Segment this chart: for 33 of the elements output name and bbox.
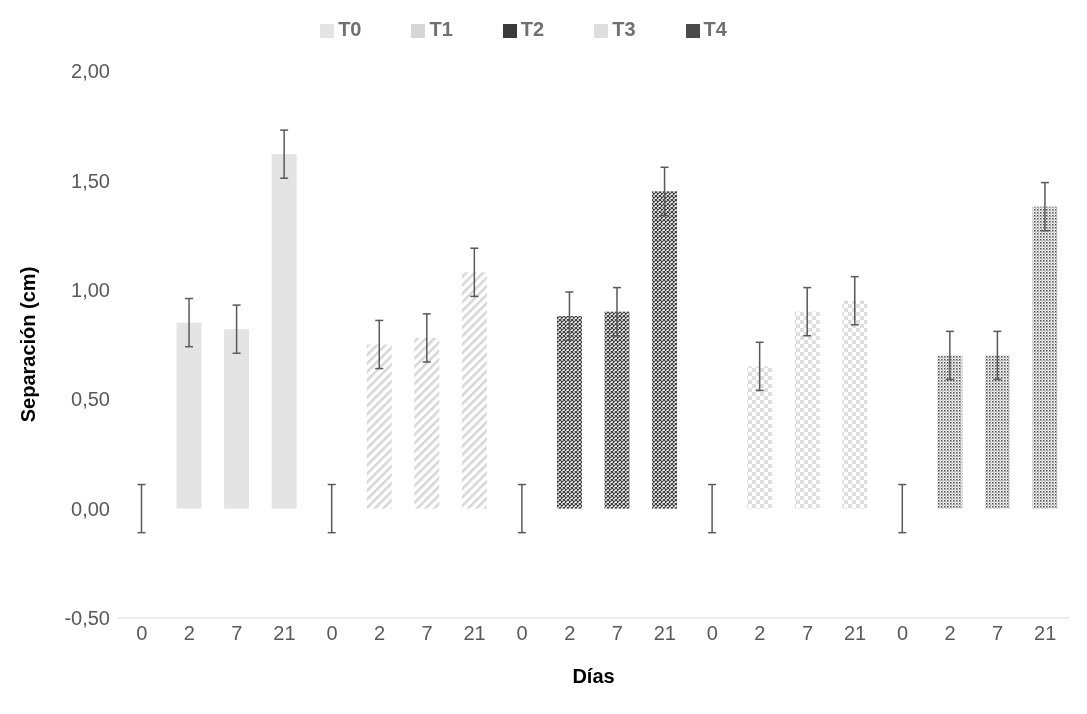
x-tick-label: 21 xyxy=(653,622,676,645)
x-tick-label: 0 xyxy=(136,622,148,645)
y-tick-label: 0,00 xyxy=(71,497,110,520)
x-tick-label: 21 xyxy=(463,622,486,645)
x-tick-label: 7 xyxy=(801,622,814,645)
x-tick-label: 21 xyxy=(843,622,867,645)
x-tick-label: 21 xyxy=(1034,622,1057,645)
x-tick-label: 0 xyxy=(706,622,718,645)
x-tick-label: 7 xyxy=(992,622,1004,645)
legend-label: T0 xyxy=(338,18,362,40)
y-tick-label: 0,50 xyxy=(71,388,110,411)
x-tick-label: 7 xyxy=(611,622,623,645)
x-tick-label: 2 xyxy=(944,622,956,645)
legend-label: T1 xyxy=(429,18,453,40)
legend-label: T4 xyxy=(703,18,727,40)
x-tick-label: 21 xyxy=(273,622,296,645)
x-tick-label: 7 xyxy=(231,622,243,645)
x-tick-label: 0 xyxy=(897,622,909,645)
x-tick-label: 2 xyxy=(564,622,576,645)
x-tick-label: 0 xyxy=(326,622,338,645)
x-tick-label: 2 xyxy=(183,622,195,645)
x-axis-title: Días xyxy=(572,665,615,687)
y-axis-title: Separación (cm) xyxy=(17,266,40,423)
y-tick-label: 1,00 xyxy=(71,278,110,301)
legend-label: T3 xyxy=(612,18,636,40)
y-tick-label: 1,50 xyxy=(71,169,110,192)
x-tick-label: 0 xyxy=(516,622,528,645)
x-tick-label: 2 xyxy=(754,622,766,645)
x-tick-label: 2 xyxy=(373,622,386,645)
y-tick-label: 2,00 xyxy=(71,60,110,83)
y-tick-label: -0,50 xyxy=(64,607,110,630)
legend-label: T2 xyxy=(520,18,545,40)
x-tick-label: 7 xyxy=(421,622,433,645)
